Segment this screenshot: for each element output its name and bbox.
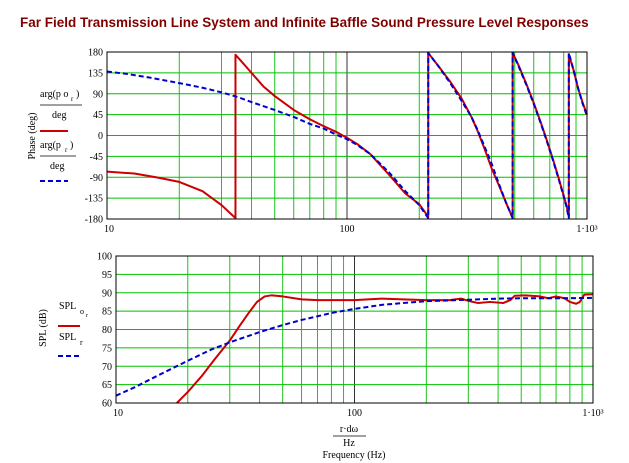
spl-legend-solid-sub2: r [86,313,88,319]
spl-x-axis-fraction-den: Hz [343,438,355,449]
spl-y-tick-label: 100 [97,252,112,263]
spl-y-tick-label: 60 [102,399,112,410]
phase-legend: arg(p o r ) deg arg(p r ) deg [40,89,82,182]
spl-y-tick-label: 85 [102,307,112,318]
phase-series-dashed-line [106,51,588,220]
spl-legend: SPL o r SPL r [58,301,88,357]
spl-x-tick-label: 10 [113,408,123,419]
spl-x-tick-label: 1·10³ [582,408,603,419]
phase-legend-dashed-close: ) [70,140,73,151]
spl-series-solid-line [176,293,594,404]
spl-y-tick-label: 80 [102,325,112,336]
spl-legend-dashed-name: SPL [59,332,76,343]
phase-y-tick-label: 90 [93,89,103,100]
spl-x-axis-label: Frequency (Hz) [322,450,385,461]
spl-grid [116,256,593,403]
phase-plot-frame [106,51,588,220]
phase-y-tick-label: 180 [88,48,103,59]
spl-y-tick-label: 70 [102,362,112,373]
spl-x-tick-label: 100 [347,408,362,419]
phase-grid [107,52,587,219]
phase-legend-solid-num: arg(p o [40,89,68,100]
phase-legend-solid-close: ) [76,89,79,100]
phase-y-tick-label: -45 [90,152,103,163]
spl-series-dashed-line [115,296,594,397]
chart-title: Far Field Transmission Line System and I… [20,15,589,30]
spl-y-tick-label: 90 [102,288,112,299]
phase-y-tick-label: -135 [85,194,103,205]
spl-y-tick-label: 75 [102,343,112,354]
spl-y-axis-label: SPL (dB) [38,309,49,347]
phase-x-tick-label: 100 [340,224,355,235]
spl-legend-dashed-sub: r [80,338,83,347]
phase-y-tick-label: 0 [98,131,103,142]
phase-legend-dashed-den: deg [50,161,64,172]
spl-y-tick-label: 65 [102,380,112,391]
spl-y-tick-label: 95 [102,270,112,281]
spl-x-axis-fraction-num: r·dω [340,424,359,435]
phase-legend-solid-den: deg [52,110,66,121]
phase-series [106,51,588,220]
phase-y-tick-label: 135 [88,68,103,79]
spl-legend-solid-sub: o [80,307,84,316]
spl-series [115,293,594,404]
phase-x-tick-label: 10 [104,224,114,235]
phase-legend-dashed-num: arg(p [40,140,61,151]
phase-y-tick-label: 45 [93,110,103,121]
phase-y-tick-label: -90 [90,173,103,184]
phase-y-axis-label: Phase (deg) [27,113,38,160]
spl-plot-frame [115,255,594,404]
phase-legend-dashed-sub: r [65,146,68,154]
phase-x-tick-label: 1·10³ [576,224,597,235]
spl-legend-solid-name: SPL [59,301,76,312]
phase-y-tick-label: -180 [85,215,103,226]
phase-legend-solid-sub: r [71,95,74,103]
